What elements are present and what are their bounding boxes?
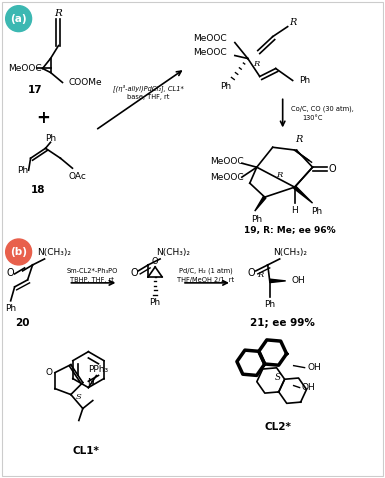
Text: H: H	[291, 206, 298, 215]
Text: R: R	[55, 9, 62, 18]
Text: MeOOC: MeOOC	[8, 64, 41, 73]
Text: O: O	[329, 164, 336, 174]
Polygon shape	[270, 279, 286, 282]
Text: Ph: Ph	[5, 304, 16, 313]
Circle shape	[6, 6, 32, 32]
Text: [(η³-allyl)PdCl₂], CL1*: [(η³-allyl)PdCl₂], CL1*	[113, 85, 184, 92]
Text: N(CH₃)₂: N(CH₃)₂	[156, 249, 190, 258]
Text: R: R	[253, 60, 259, 67]
Text: Ph: Ph	[45, 134, 56, 143]
Text: THF/MeOH 2/1, rt: THF/MeOH 2/1, rt	[177, 277, 234, 283]
Text: CL1*: CL1*	[73, 446, 100, 456]
Text: CL2*: CL2*	[264, 423, 291, 433]
Text: Ph: Ph	[251, 215, 262, 224]
Text: O: O	[248, 268, 256, 278]
Text: 130°C: 130°C	[302, 115, 323, 121]
Text: Ph: Ph	[220, 82, 231, 91]
Text: O: O	[7, 268, 15, 278]
Text: MeOOC: MeOOC	[193, 48, 227, 57]
Text: MeOOC: MeOOC	[193, 34, 227, 43]
Text: PPh₃: PPh₃	[88, 365, 109, 374]
Text: Ph: Ph	[300, 76, 311, 85]
Text: Ph: Ph	[311, 206, 322, 216]
Text: O: O	[131, 268, 138, 278]
Text: N(CH₃)₂: N(CH₃)₂	[273, 249, 307, 258]
Text: Sm-CL2*-Ph₃PO: Sm-CL2*-Ph₃PO	[67, 268, 118, 274]
Text: MeOOC: MeOOC	[210, 173, 244, 182]
Text: O: O	[45, 368, 52, 377]
Text: Co/C, CO (30 atm),: Co/C, CO (30 atm),	[291, 105, 354, 112]
Text: MeOOC: MeOOC	[210, 157, 244, 166]
Text: S: S	[275, 373, 281, 382]
Text: OH: OH	[301, 383, 315, 392]
Text: 20: 20	[15, 318, 30, 328]
Text: Pd/C, H₂ (1 atm): Pd/C, H₂ (1 atm)	[179, 268, 233, 274]
Polygon shape	[255, 196, 266, 211]
Text: R: R	[295, 135, 302, 144]
Text: 19, R: Me; ee 96%: 19, R: Me; ee 96%	[244, 226, 335, 235]
Text: OAc: OAc	[69, 172, 86, 181]
Text: 21; ee 99%: 21; ee 99%	[250, 318, 315, 328]
Polygon shape	[294, 186, 313, 203]
Text: OH: OH	[292, 276, 305, 285]
Text: base, THF, rt: base, THF, rt	[127, 95, 169, 100]
Text: 17: 17	[28, 86, 43, 96]
Text: O: O	[152, 258, 159, 266]
Text: N(CH₃)₂: N(CH₃)₂	[38, 249, 72, 258]
Text: (a): (a)	[10, 14, 27, 23]
Circle shape	[6, 239, 32, 265]
Text: COOMe: COOMe	[69, 78, 102, 87]
Text: OH: OH	[308, 363, 321, 372]
Text: R: R	[276, 171, 283, 179]
Text: (b): (b)	[10, 247, 27, 257]
Text: Ph: Ph	[150, 298, 161, 307]
Text: Ph: Ph	[17, 166, 28, 174]
Text: R: R	[257, 271, 263, 279]
Text: N: N	[87, 378, 94, 387]
Text: R: R	[289, 18, 296, 27]
Text: TBHP, THF, rt: TBHP, THF, rt	[70, 277, 114, 283]
Text: Ph: Ph	[264, 300, 275, 309]
Text: +: +	[37, 109, 50, 127]
Text: S: S	[76, 392, 82, 401]
Text: 18: 18	[31, 185, 46, 195]
